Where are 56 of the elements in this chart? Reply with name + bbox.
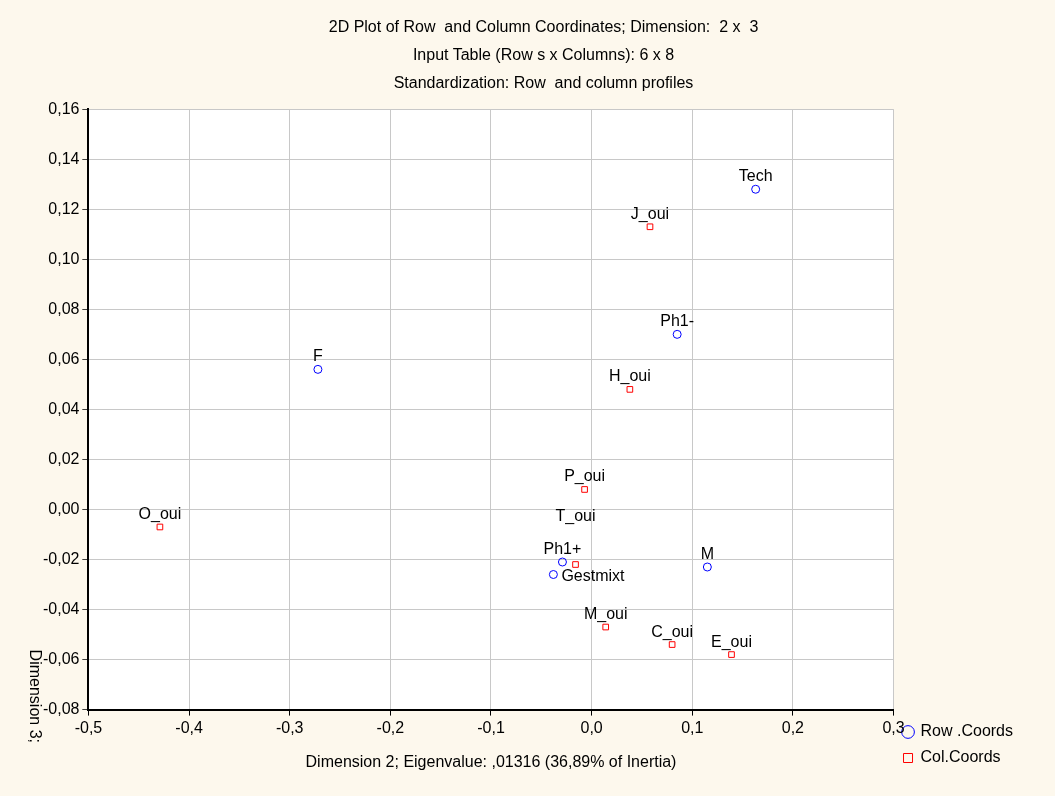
chart-subtitle: Input Table (Row s x Columns): 6 x 8 Standardization: Row and column profiles xyxy=(393,45,694,91)
y-tick-label: 0,14 xyxy=(48,149,80,167)
x-tick-label: -0,1 xyxy=(477,718,505,736)
x-tick-label: 0,0 xyxy=(580,718,603,736)
x-tick-label: 0,1 xyxy=(681,718,704,736)
point xyxy=(702,562,712,572)
annotation: J_oui xyxy=(630,204,670,223)
point xyxy=(626,386,634,393)
point xyxy=(572,561,579,568)
legend-label: Col.Coords xyxy=(920,748,1001,766)
x-tick-label: -0,5 xyxy=(74,718,103,736)
y-tick-label: -0,02 xyxy=(43,549,80,567)
y-tick-label: 0,10 xyxy=(48,249,80,267)
point xyxy=(751,184,761,194)
legend-label: Row .Coords xyxy=(920,722,1014,740)
y-tick-label: 0,06 xyxy=(48,349,80,367)
annotation: M_oui xyxy=(583,605,628,624)
point xyxy=(602,623,610,631)
x-tick-label: -0,4 xyxy=(175,718,203,736)
annotation: Gestmixt xyxy=(561,566,626,584)
y-axis-title: Dimension 3; xyxy=(26,649,44,743)
annotation: T_oui xyxy=(555,506,596,525)
x-tick-label: 0,3 xyxy=(882,718,905,736)
annotation: P_oui xyxy=(564,467,606,486)
annotation: Ph1+ xyxy=(543,540,582,557)
point xyxy=(581,486,588,493)
annotation: E_oui xyxy=(711,632,752,651)
annotation: O_oui xyxy=(138,504,182,523)
y-tick-label: -0,04 xyxy=(43,599,80,617)
y-tick-label: 0,12 xyxy=(48,199,80,217)
point xyxy=(668,641,676,648)
y-tick-label: 0,00 xyxy=(48,499,80,517)
point xyxy=(548,570,558,580)
x-tick-label: -0,2 xyxy=(376,718,405,736)
y-tick-label: 0,02 xyxy=(48,449,80,467)
y-tick-label: -0,08 xyxy=(43,700,80,718)
y-tick-label: 0,08 xyxy=(48,299,80,317)
point xyxy=(672,329,682,339)
annotation: Ph1- xyxy=(660,312,695,330)
annotation: H_oui xyxy=(608,367,651,386)
point xyxy=(313,364,323,374)
annotation: F xyxy=(313,347,324,365)
point xyxy=(646,223,654,231)
y-tick-label: -0,06 xyxy=(43,649,80,667)
y-tick-label: 0,04 xyxy=(48,399,80,417)
point xyxy=(557,557,567,567)
y-tick-label: 0,16 xyxy=(48,99,80,117)
point xyxy=(156,523,164,531)
x-axis-title: Dimension 2; Eigenvalue: ,01316 (36,89% of Inertia) xyxy=(305,752,677,770)
point xyxy=(728,651,735,658)
annotation: Tech xyxy=(738,167,773,185)
annotation: C_oui xyxy=(651,622,694,641)
x-tick-label: -0,3 xyxy=(275,718,304,736)
x-tick-label: 0,2 xyxy=(781,718,805,736)
chart-title: 2D Plot of Row and Column Coordinates; Dimension: 2 x 3 xyxy=(328,18,759,36)
annotation: M xyxy=(700,545,715,563)
